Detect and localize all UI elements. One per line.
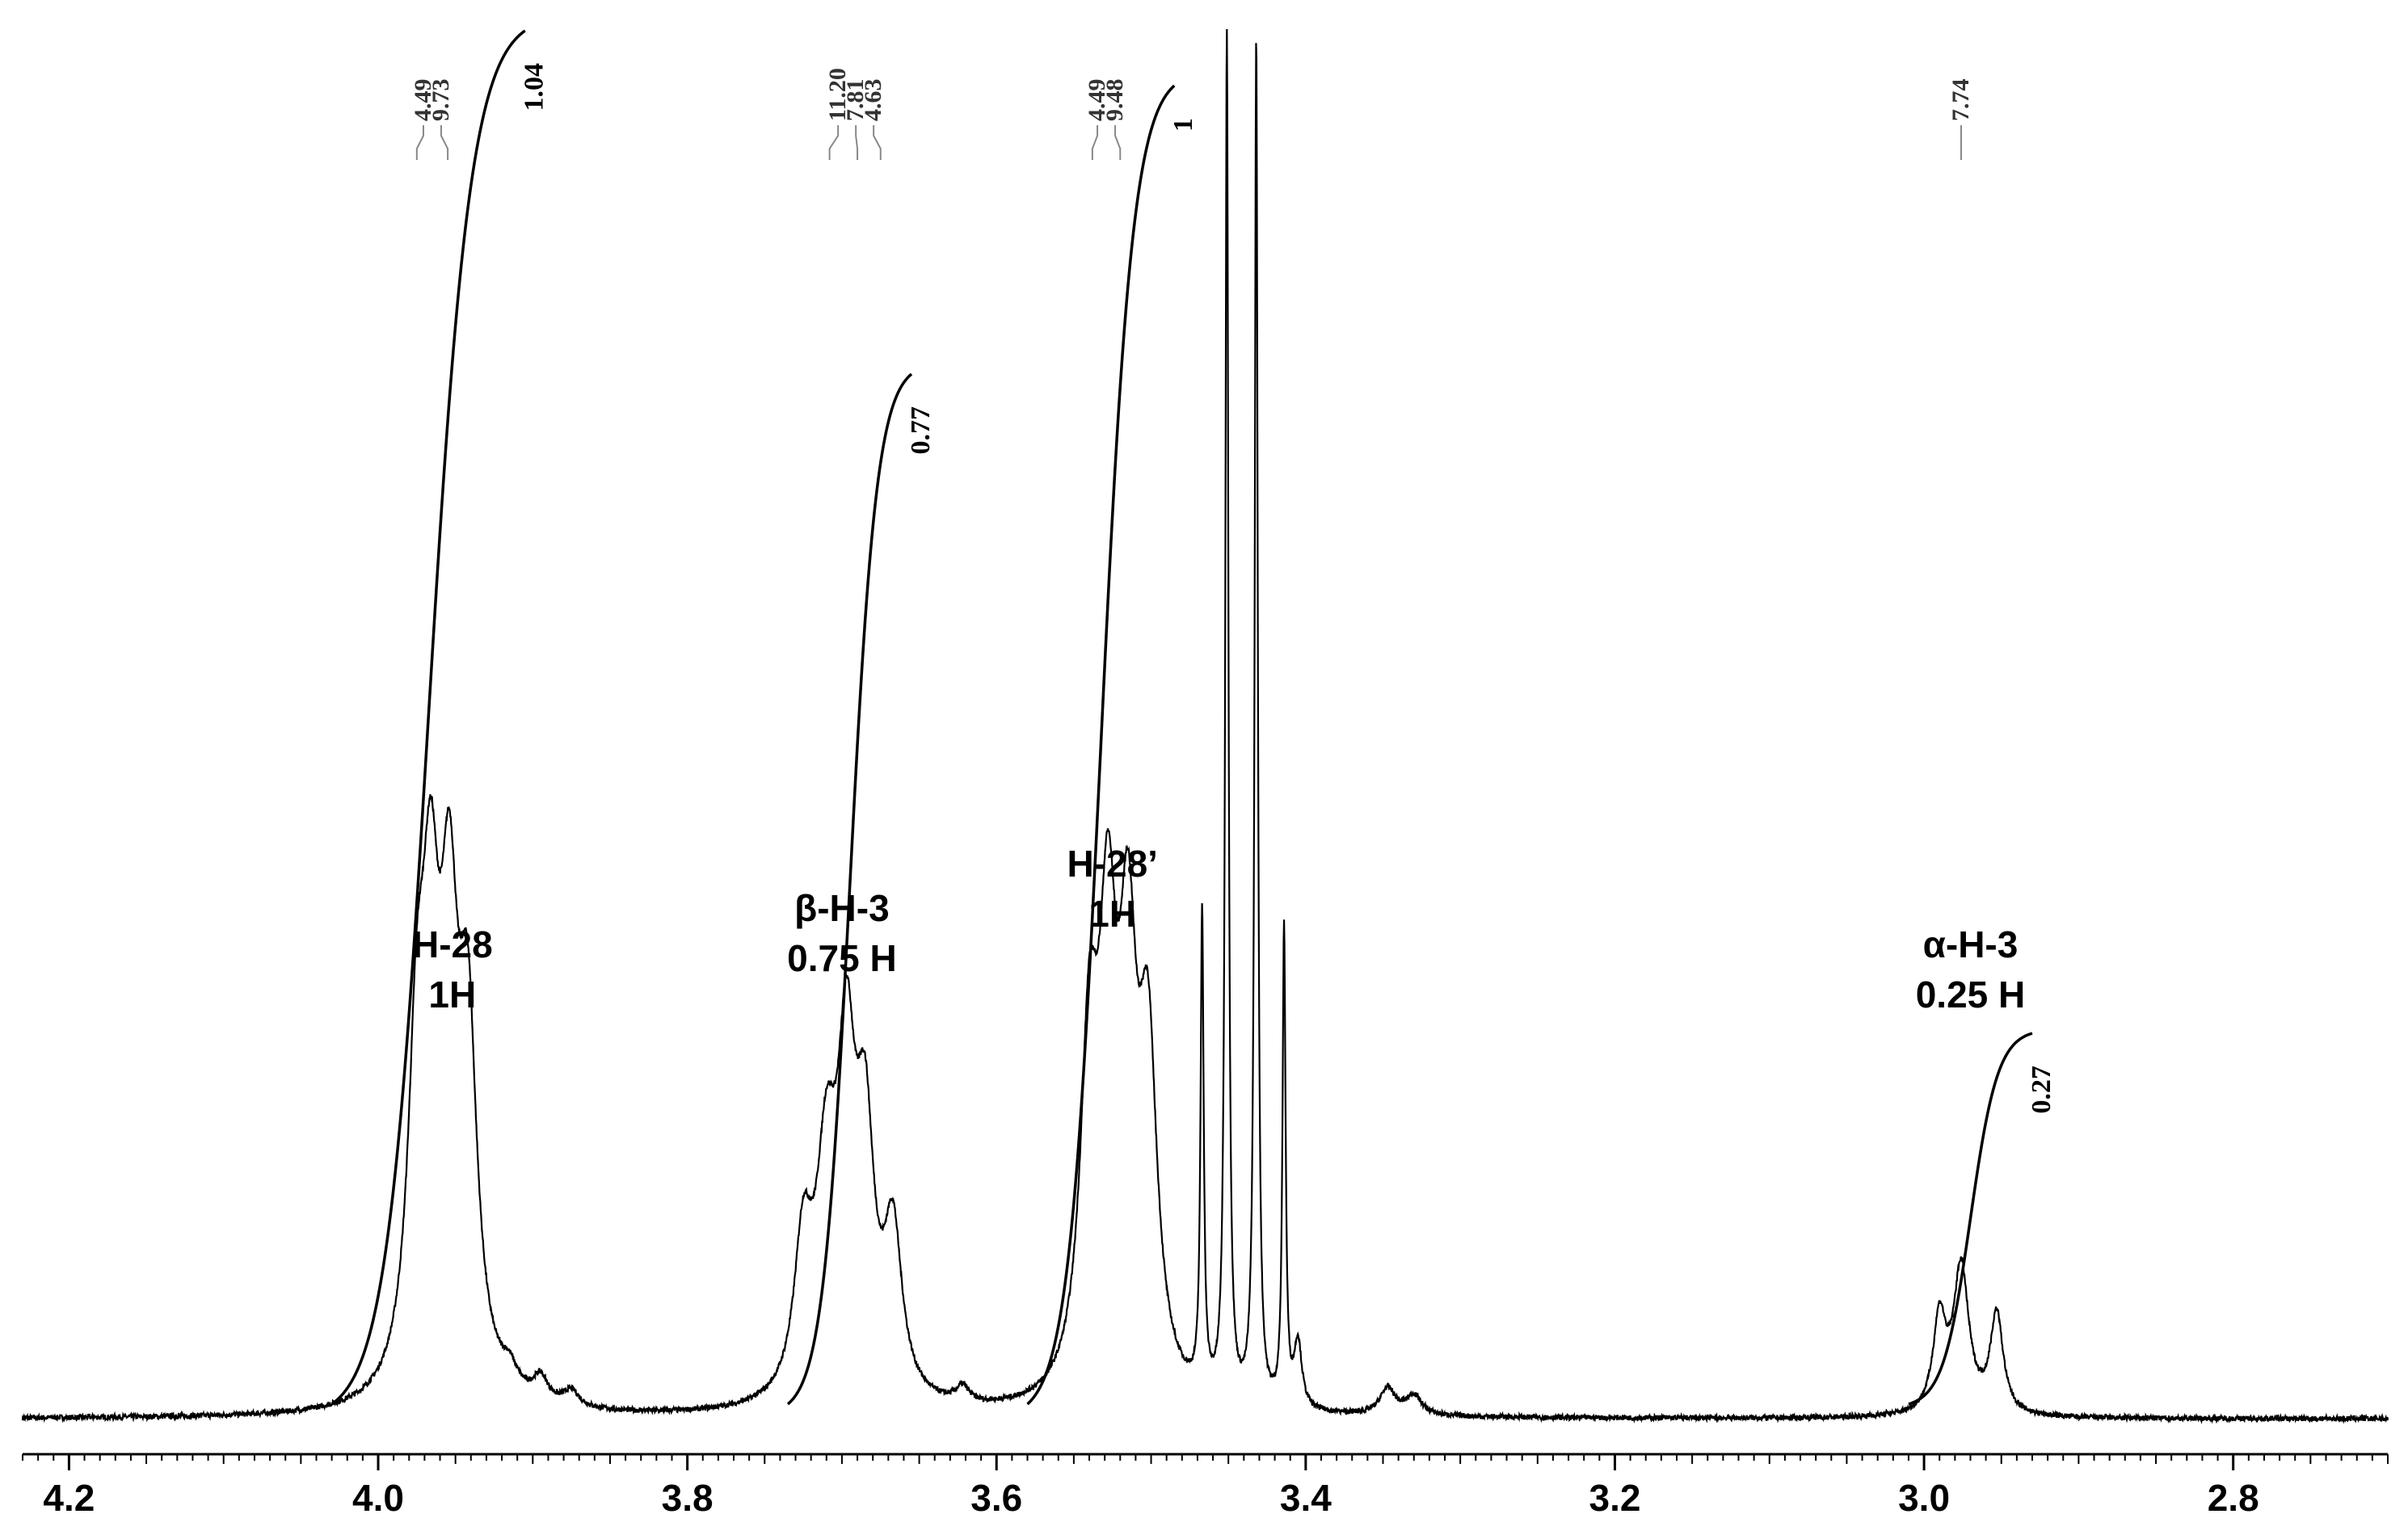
integral-value-label: 0.27 — [2027, 1066, 2056, 1114]
peak-marker-line — [440, 125, 449, 160]
peak-shift-label: 9.48 — [1101, 79, 1128, 122]
peak-marker-line — [855, 125, 859, 160]
integral-value-label: 0.77 — [906, 406, 936, 455]
peak-shift-label: 4.63 — [860, 79, 886, 122]
x-tick-label: 3.4 — [1280, 1477, 1332, 1519]
x-tick-label: 3.6 — [970, 1477, 1022, 1519]
integral-curve — [786, 372, 913, 1406]
x-tick-label: 2.8 — [2208, 1477, 2259, 1519]
assignment-label: 1H — [428, 974, 476, 1016]
assignment-annotations: H-28 1H β-H-3 0.75 H H-28’ 1H α-H-3 0.25 H — [412, 843, 2025, 1016]
peak-shift-label: 4.49 — [1084, 79, 1110, 122]
peak-shift-label: 11.20 — [824, 68, 851, 121]
assignment-label: 0.75 H — [787, 937, 897, 979]
x-axis: 4.2 4.0 3.8 3.6 3.4 3.2 3.0 2.8 — [22, 1453, 2389, 1519]
integral-curves: 1.04 0.77 1 0.27 — [330, 29, 2056, 1406]
integral-value-label: 1 — [1168, 118, 1198, 132]
integral-value-label: 1.04 — [520, 63, 549, 111]
assignment-label: β-H-3 — [794, 887, 890, 929]
peak-shift-label: 9.73 — [427, 79, 454, 122]
assignment-label: 0.25 H — [1916, 974, 2026, 1016]
x-tick-label: 4.0 — [352, 1477, 404, 1519]
peak-marker-line — [828, 125, 840, 160]
integral-curve — [1026, 84, 1176, 1406]
assignment-label: H-28 — [412, 923, 493, 965]
integral-curve — [330, 29, 526, 1406]
peak-marker-line — [1091, 125, 1099, 160]
peak-shift-label: 7.74 — [1947, 79, 1974, 122]
peak-shift-label: 7.81 — [842, 79, 869, 122]
peak-shift-label: 4.49 — [410, 79, 436, 122]
assignment-label: H-28’ — [1067, 843, 1157, 885]
x-tick-label: 3.8 — [662, 1477, 714, 1519]
peak-marker-line — [415, 125, 424, 160]
peak-marker-line — [1114, 125, 1122, 160]
peak-marker-line — [873, 125, 882, 160]
x-tick-label: 3.0 — [1898, 1477, 1950, 1519]
assignment-label: 1H — [1088, 893, 1136, 935]
x-tick-label: 3.2 — [1589, 1477, 1640, 1519]
x-tick-label: 4.2 — [43, 1477, 95, 1519]
assignment-label: α-H-3 — [1923, 923, 2019, 965]
peak-picking-labels: 4.499.73 11.207.814.63 4.499.48 7.74 — [410, 68, 1974, 160]
spectrum — [21, 29, 2389, 1424]
integral-curve — [1908, 1032, 2033, 1406]
spectrum-trace — [21, 29, 2389, 1424]
